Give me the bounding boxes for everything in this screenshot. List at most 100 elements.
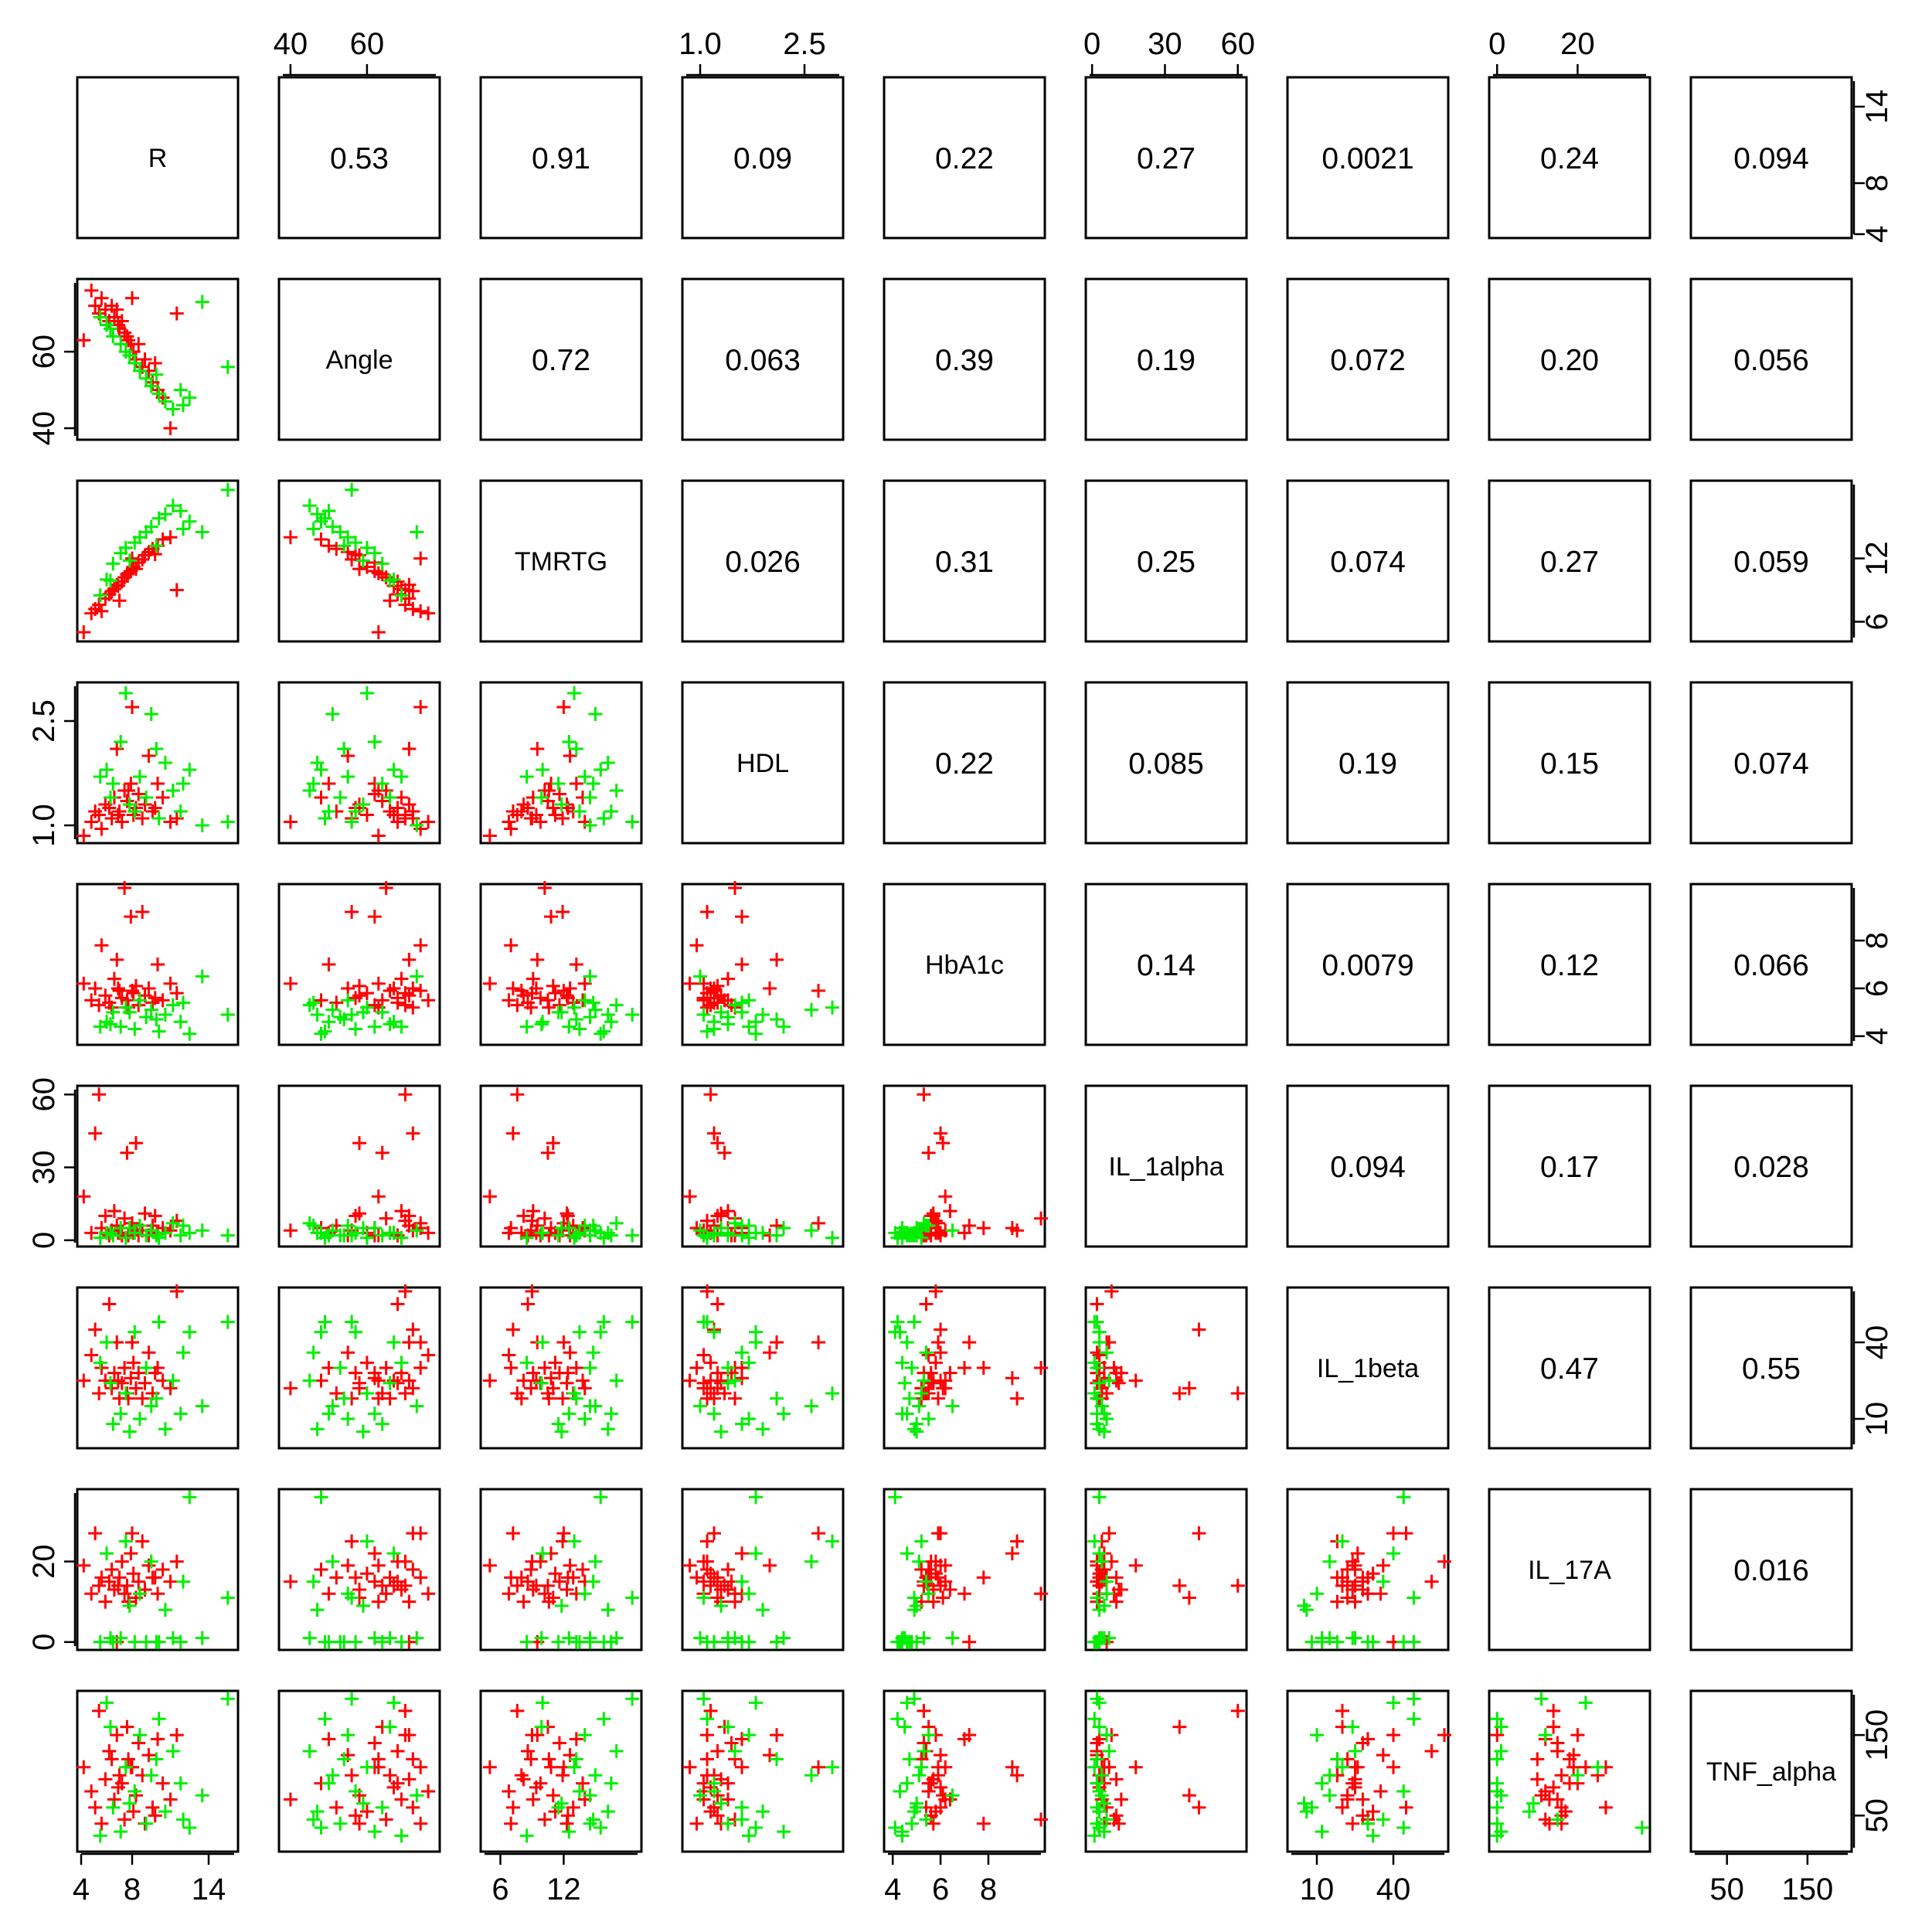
point-red-0-HbA1c-TMRTG [482,976,497,991]
point-green-15-IL_1beta-R [93,1355,107,1370]
point-green-11-HbA1c-Angle [321,1015,336,1029]
point-green-19-IL_1alpha-HDL [721,1226,735,1240]
point-green-0-HDL-Angle [386,763,401,777]
point-red-23-IL_17A-R [155,1563,170,1577]
point-green-3-TMRTG-R [118,540,133,555]
point-red-16-IL_1beta-IL_1alpha [1182,1381,1196,1396]
point-green-15-IL_1alpha-TMRTG [519,1230,534,1245]
point-green-17-IL_1alpha-Angle [337,1228,352,1243]
point-red-3-TNF_alpha-IL_1beta [1335,1703,1349,1718]
point-green-0-IL_1beta-HbA1c [900,1335,914,1349]
point-red-18-HbA1c-TMRTG [556,904,570,919]
point-green-5-TNF_alpha-IL_17A [1538,1728,1553,1743]
point-green-18-IL_17A-HbA1c [919,1574,934,1589]
point-red-29-IL_1beta-R [148,1366,162,1380]
point-green-19-HDL-Angle [383,791,397,804]
point-red-28-TMRTG-R [121,566,136,580]
point-green-0-IL_1beta-Angle [386,1335,401,1349]
point-green-19-IL_1beta-HbA1c [897,1376,912,1390]
point-green-11-IL_17A-TMRTG [604,1634,618,1649]
point-red-20-HDL-TMRTG [563,749,577,763]
point-green-17-IL_1beta-IL_1alpha [1090,1391,1104,1406]
point-green-5-TNF_alpha-TMRTG [577,1728,592,1743]
point-green-10-HDL-R [165,784,180,798]
point-green-12-Angle-R [182,390,197,405]
right-tick-label-HbA1c-0: 4 [1860,1028,1894,1045]
point-green-12-IL_17A-HDL [749,1490,763,1505]
point-green-18-IL_17A-R [176,1574,190,1589]
point-green-14-IL_17A-IL_1alpha [1090,1590,1104,1605]
point-red-29-TMRTG-R [148,547,162,562]
point-red-20-TNF_alpha-R [141,1748,156,1763]
panel-frame-IL_1beta-R [76,1286,240,1450]
point-green-7-IL_17A-Angle [325,1554,340,1569]
point-red-1-IL_1beta-Angle [421,1348,436,1362]
right-tick-label-IL_1beta-0: 10 [1860,1402,1894,1437]
point-green-10-IL_1beta-R [165,1373,180,1388]
point-red-26-IL_1beta-Angle [413,1335,428,1349]
point-red-6-HDL-R [102,801,117,815]
point-green-9-Angle-R [158,394,172,409]
point-green-5-TNF_alpha-IL_1beta [1310,1728,1324,1743]
point-green-19-IL_1beta-TMRTG [534,1376,549,1390]
point-green-14-IL_17A-Angle [345,1590,359,1605]
panel-frame-HDL-TNF_alpha [1689,681,1853,845]
point-green-8-IL_17A-IL_1beta [1406,1634,1421,1649]
correlation-HbA1c-IL_1alpha: 0.14 [1137,949,1196,982]
point-red-2-TNF_alpha-IL_17A [1598,1800,1613,1815]
correlation-R-TMRTG: 0.91 [532,142,590,175]
point-green-14-HDL-Angle [345,815,359,829]
panel-frame-HDL-Angle [277,681,441,845]
variable-name-IL_17A: IL_17A [1528,1556,1611,1585]
panel-frame-HDL-TMRTG [479,681,643,845]
point-green-16-IL_1alpha-R [122,1221,137,1236]
bottom-tick-label-HbA1c-0: 4 [884,1872,901,1906]
point-green-12-IL_1alpha-R [182,1226,197,1240]
point-red-9-IL_1beta-HbA1c [962,1335,977,1349]
point-red-2-IL_1alpha-TMRTG [505,1126,520,1141]
point-red-17-HDL-R [131,787,146,801]
point-green-12-IL_17A-TMRTG [594,1490,608,1505]
point-red-27-HDL-R [111,808,125,822]
point-green-8-TNF_alpha-IL_17A [1490,1712,1505,1726]
point-red-5-IL_17A-IL_1alpha [1109,1594,1124,1609]
point-green-18-IL_17A-HDL [735,1574,749,1589]
point-red-19-IL_1beta-R [138,1376,152,1390]
point-red-24-IL_17A-R [163,1574,178,1589]
panel-frame-TMRTG-HDL [681,479,845,643]
point-red-26-TMRTG-Angle [413,551,428,566]
point-red-29-IL_17A-IL_1alpha [1109,1570,1124,1585]
left-tick-label-IL_17A-1: 20 [27,1544,61,1579]
point-red-4-HbA1c-R [94,938,109,953]
point-green-7-IL_17A-IL_1alpha [1094,1554,1109,1569]
point-green-19-TNF_alpha-IL_17A [1494,1719,1509,1734]
point-green-17-HbA1c-TMRTG [569,1012,583,1027]
point-green-16-IL_17A-R [122,1598,137,1613]
point-red-29-IL_1beta-HDL [710,1366,725,1380]
point-green-3-IL_1beta-R [118,1386,133,1400]
point-red-10-HDL-TMRTG [514,804,529,818]
variable-name-IL_1beta: IL_1beta [1317,1354,1419,1383]
point-red-14-IL_1beta-R [124,1371,138,1386]
point-red-8-IL_1alpha-HDL [721,1204,735,1219]
point-red-21-IL_17A-Angle [329,1570,344,1585]
point-red-10-TMRTG-R [112,594,127,608]
point-red-18-HbA1c-HDL [700,904,714,919]
point-red-4-HbA1c-TMRTG [504,938,519,953]
point-red-20-TNF_alpha-IL_17A [1566,1748,1581,1763]
point-green-15-TNF_alpha-R [93,1828,107,1843]
point-red-18-IL_17A-HDL [700,1534,714,1549]
point-red-4-IL_1alpha-TMRTG [504,1221,519,1236]
point-red-3-TNF_alpha-Angle [398,1703,413,1718]
point-green-16-IL_1beta-Angle [355,1424,370,1439]
point-red-1-IL_17A-TMRTG [502,1587,516,1601]
correlation-Angle-HDL: 0.063 [725,344,801,377]
left-tick-label-IL_1alpha-1: 30 [27,1150,61,1185]
point-green-8-TNF_alpha-HDL [700,1712,714,1726]
point-green-8-Angle-R [151,386,166,401]
point-red-26-Angle-R [125,291,139,305]
point-green-15-TMRTG-R [93,588,107,603]
point-red-27-TNF_alpha-R [111,1780,125,1794]
point-red-28-TNF_alpha-Angle [371,1752,386,1767]
point-red-25-HbA1c-Angle [398,986,413,1001]
